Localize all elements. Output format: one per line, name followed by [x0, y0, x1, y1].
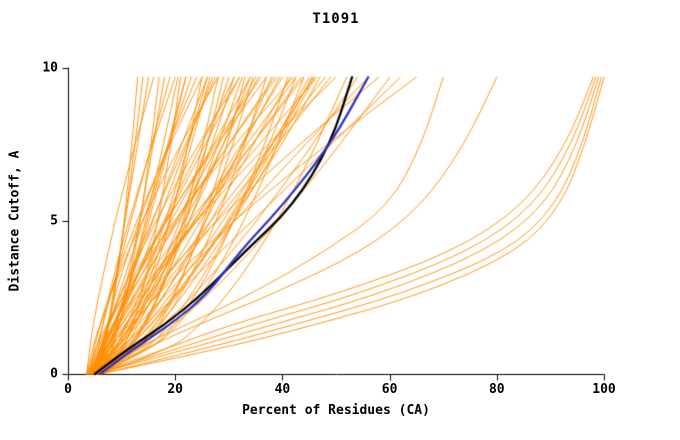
y-tick-label: 10	[42, 60, 58, 76]
x-tick-label: 40	[274, 382, 291, 397]
x-tick-label: 60	[381, 382, 398, 397]
chart-title: T1091	[312, 11, 360, 27]
x-tick-label: 100	[592, 382, 616, 397]
y-tick-label: 5	[50, 213, 58, 229]
y-axis-label: Distance Cutoff, A	[7, 150, 23, 292]
x-tick-label: 0	[64, 382, 72, 397]
x-tick-label: 20	[167, 382, 184, 397]
x-tick-label: 80	[488, 382, 505, 397]
y-tick-label: 0	[50, 366, 58, 382]
x-axis-label: Percent of Residues (CA)	[242, 403, 430, 418]
